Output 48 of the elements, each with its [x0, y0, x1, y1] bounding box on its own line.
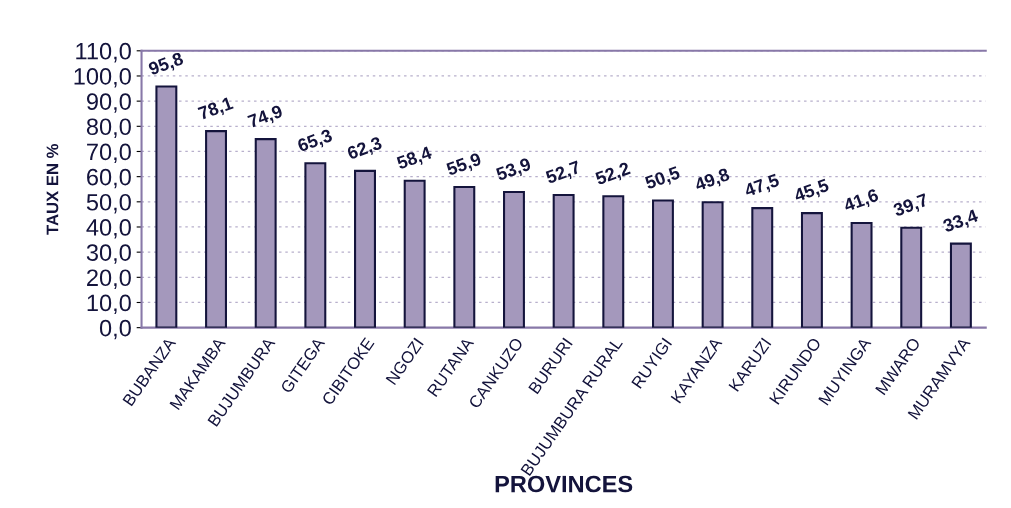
data-label: 65,3 [296, 128, 334, 155]
data-label: 53,9 [495, 157, 533, 184]
bar [354, 169, 376, 328]
data-label: 55,9 [445, 152, 483, 179]
bar [552, 193, 575, 328]
y-tick-label: 100,0 [74, 68, 131, 88]
bar [304, 162, 327, 328]
data-label: 52,2 [594, 161, 632, 188]
bar [254, 138, 277, 328]
data-label: 58,4 [395, 145, 434, 173]
x-axis-title: PROVINCES [495, 475, 633, 493]
bar [800, 212, 823, 328]
y-tick-label: 10,0 [87, 294, 131, 315]
y-tick-label: 80,0 [86, 118, 131, 138]
y-tick-label: 60,0 [87, 168, 131, 189]
bar [751, 207, 774, 328]
data-label: 33,4 [942, 208, 980, 236]
y-tick-label: 40,0 [86, 219, 131, 239]
bar [850, 221, 873, 328]
data-label: 62,3 [346, 136, 384, 163]
y-tick-label: 20,0 [87, 269, 131, 289]
bar [503, 190, 525, 328]
bar [900, 226, 923, 328]
data-label: 45,5 [793, 178, 831, 205]
y-axis-title: TAUX EN % [46, 143, 59, 235]
bar [651, 199, 674, 328]
data-label: 50,5 [644, 165, 682, 192]
data-label: 49,8 [693, 167, 732, 194]
bar [701, 201, 724, 328]
bar [949, 242, 972, 328]
bar [403, 179, 426, 328]
y-tick-label: 110,0 [76, 42, 131, 63]
bar [453, 185, 476, 328]
data-label: 95,8 [147, 51, 185, 78]
bar [205, 130, 227, 328]
data-label: 52,7 [544, 160, 582, 187]
y-tick-label: 70,0 [87, 143, 131, 164]
data-label: 47,5 [743, 173, 781, 200]
y-tick-label: 0,0 [99, 319, 131, 340]
data-label: 41,6 [842, 188, 881, 215]
bar [602, 195, 625, 328]
data-label: 39,7 [892, 193, 930, 220]
data-label: 78,1 [197, 96, 235, 123]
data-label: 74,9 [247, 104, 285, 131]
bar [155, 85, 178, 328]
y-tick-label: 50,0 [86, 193, 131, 214]
y-tick-label: 30,0 [86, 244, 131, 264]
y-tick-label: 90,0 [86, 93, 131, 113]
